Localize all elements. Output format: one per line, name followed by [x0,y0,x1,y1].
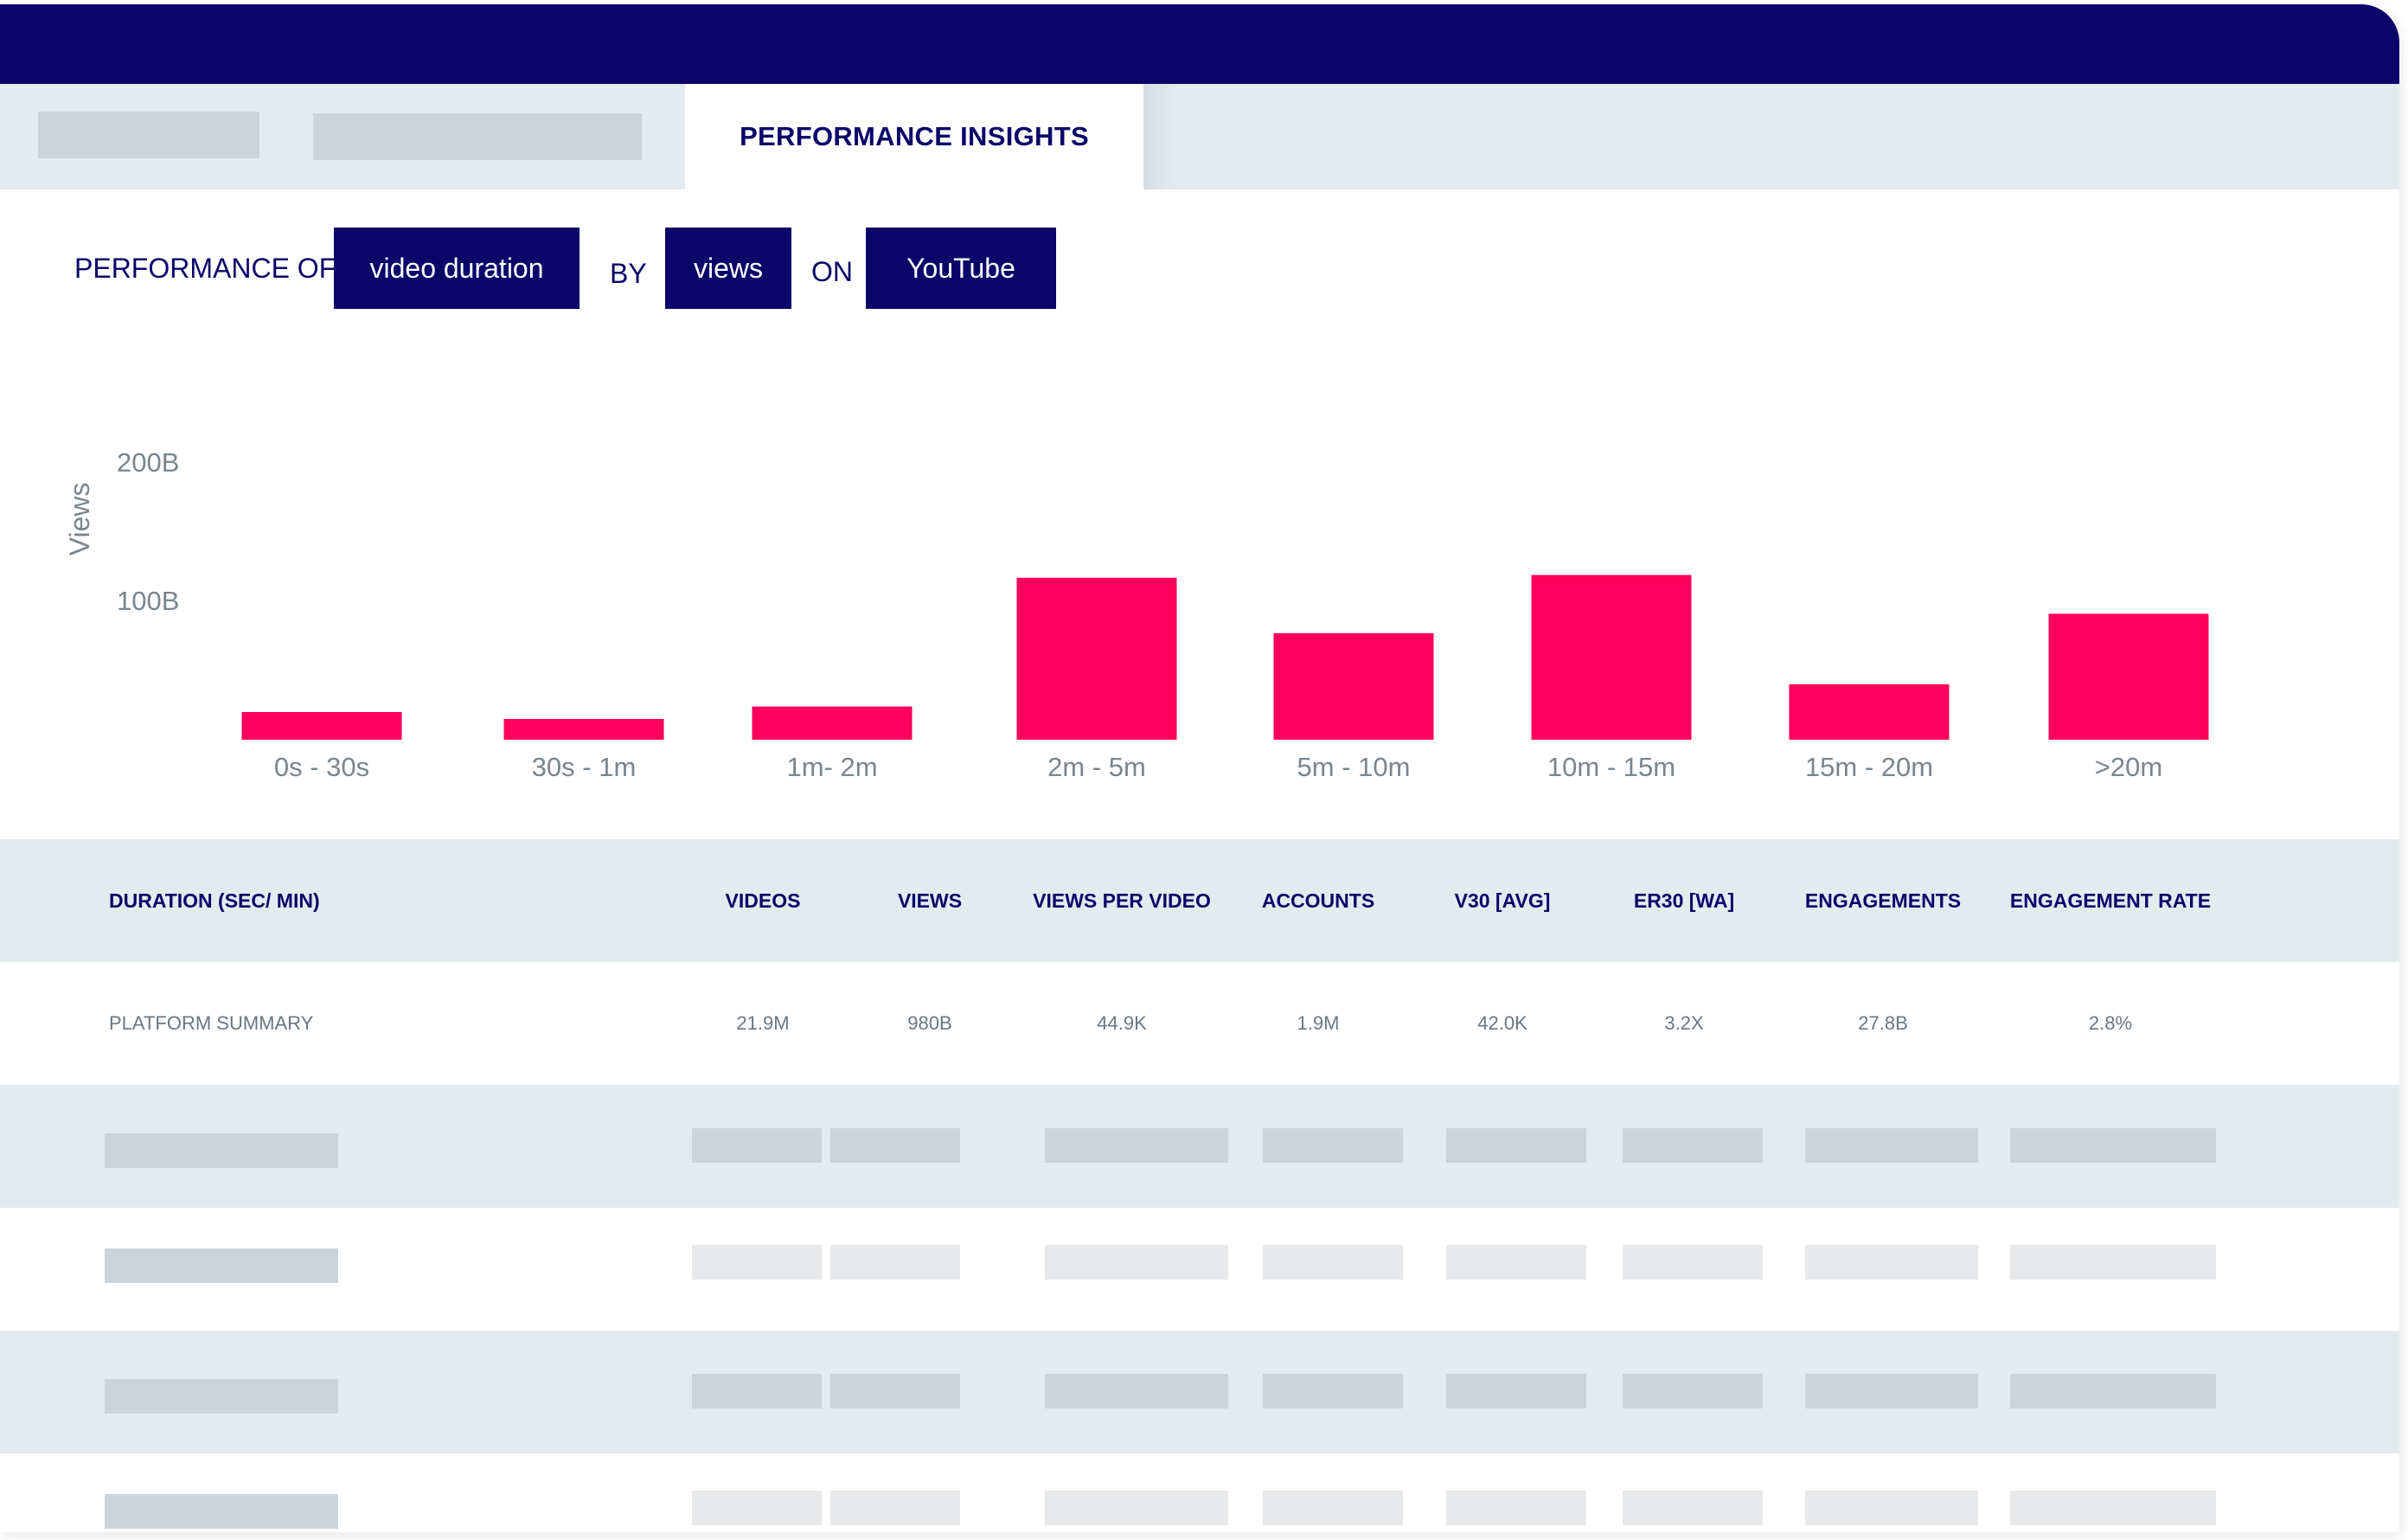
bar[interactable] [1016,577,1177,740]
placeholder-cell [692,1128,822,1163]
on-label: ON [811,256,853,287]
table-row[interactable] [0,1208,2399,1317]
bar[interactable] [241,712,402,740]
placeholder-cell [1623,1491,1763,1525]
placeholder-cell [692,1491,822,1525]
placeholder-cell [1045,1374,1228,1408]
placeholder-cell [1446,1491,1586,1525]
bar[interactable] [752,706,913,740]
placeholder-label [105,1379,338,1414]
placeholder-label [105,1133,338,1168]
summary-cell: 44.9K [1097,1012,1147,1034]
summary-cell: 27.8B [1858,1012,1908,1034]
placeholder-cell [830,1374,960,1408]
summary-cell: 21.9M [736,1012,790,1034]
placeholder-cell [1045,1491,1228,1525]
performance-of-label: PERFORMANCE OF [74,253,336,284]
y-tick-label: 200B [117,447,179,478]
summary-cell: 980B [907,1012,952,1034]
column-header[interactable]: VIEWS [897,889,963,912]
summary-label: PLATFORM SUMMARY [109,1012,314,1034]
tab-performance-insights[interactable]: PERFORMANCE INSIGHTS [685,84,1143,189]
by-label: BY [610,258,647,289]
summary-cell: 42.0K [1477,1012,1527,1034]
tab-placeholder-1[interactable] [38,112,259,158]
placeholder-cell [1045,1245,1228,1280]
metric-selector[interactable]: video duration [334,228,580,309]
bar[interactable] [503,719,664,740]
placeholder-cell [2010,1374,2216,1408]
x-tick-label: 2m - 5m [1047,752,1146,782]
app-window: PERFORMANCE INSIGHTS PERFORMANCE OF vide… [0,4,2399,1532]
placeholder-cell [1446,1374,1586,1408]
x-tick-label: >20m [2095,752,2162,782]
placeholder-cell [2010,1128,2216,1163]
placeholder-cell [1623,1128,1763,1163]
table-header-row: DURATION (SEC/ MIN) VIDEOS VIEWS VIEWS PER … [0,839,2399,962]
x-tick-label: 30s - 1m [532,752,637,782]
by-selector[interactable]: views [665,228,791,309]
views-bar-chart: Views 100B 200B 0s - 30s 30s - 1m 1m- 2m 2m - … [0,333,2399,800]
placeholder-cell [1805,1374,1978,1408]
x-tick-label: 1m- 2m [786,752,877,782]
column-header[interactable]: VIDEOS [725,889,801,912]
tab-strip: PERFORMANCE INSIGHTS [0,84,2399,189]
placeholder-cell [1805,1491,1978,1525]
bar[interactable] [1789,684,1950,740]
placeholder-cell [1623,1245,1763,1280]
placeholder-cell [830,1245,960,1280]
bar[interactable] [1273,632,1434,740]
column-header[interactable]: VIEWS PER VIDEO [1033,889,1211,912]
table-row[interactable] [0,1331,2399,1453]
column-header[interactable]: ENGAGEMENTS [1804,889,1962,912]
x-tick-label: 10m - 15m [1547,752,1675,782]
x-tick-label: 0s - 30s [274,752,369,782]
summary-cell: 1.9M [1297,1012,1340,1034]
placeholder-cell [1263,1245,1403,1280]
filter-bar: PERFORMANCE OF video duration BY views O… [0,228,2399,309]
chart-canvas: Views 100B 200B 0s - 30s 30s - 1m 1m- 2m 2m - … [64,447,2209,782]
x-tick-label: 5m - 10m [1297,752,1411,782]
column-header[interactable]: DURATION (SEC/ MIN) [109,889,320,912]
placeholder-cell [1446,1245,1586,1280]
column-header[interactable]: ENGAGEMENT RATE [2009,889,2212,912]
placeholder-label [105,1494,338,1529]
placeholder-cell [1263,1128,1403,1163]
tab-placeholder-2[interactable] [313,113,642,160]
placeholder-cell [1263,1374,1403,1408]
placeholder-cell [830,1491,960,1525]
table-row[interactable] [0,1453,2399,1532]
y-axis-label: Views [64,483,95,556]
placeholder-cell [1623,1374,1763,1408]
bar[interactable] [2048,613,2209,740]
column-header[interactable]: ACCOUNTS [1261,889,1375,912]
x-tick-label: 15m - 20m [1805,752,1933,782]
placeholder-cell [1263,1491,1403,1525]
placeholder-cell [2010,1491,2216,1525]
table-row[interactable] [0,1085,2399,1208]
summary-cell: 2.8% [2088,1012,2133,1034]
column-header[interactable]: V30 [AVG] [1454,889,1551,912]
placeholder-cell [692,1245,822,1280]
placeholder-label [105,1248,338,1283]
placeholder-cell [1805,1245,1978,1280]
placeholder-cell [692,1374,822,1408]
platform-summary-row[interactable]: PLATFORM SUMMARY 21.9M 980B 44.9K 1.9M 42.0K 3… [0,962,2399,1085]
y-tick-label: 100B [117,586,179,616]
placeholder-cell [1805,1128,1978,1163]
summary-cell: 3.2X [1664,1012,1704,1034]
top-bar [0,4,2399,84]
placeholder-cell [1045,1128,1228,1163]
placeholder-cell [830,1128,960,1163]
placeholder-cell [2010,1245,2216,1280]
column-header[interactable]: ER30 [WA] [1633,889,1735,912]
placeholder-cell [1446,1128,1586,1163]
bar[interactable] [1531,574,1692,740]
platform-selector[interactable]: YouTube [866,228,1056,309]
tab-shadow [1143,84,1178,189]
